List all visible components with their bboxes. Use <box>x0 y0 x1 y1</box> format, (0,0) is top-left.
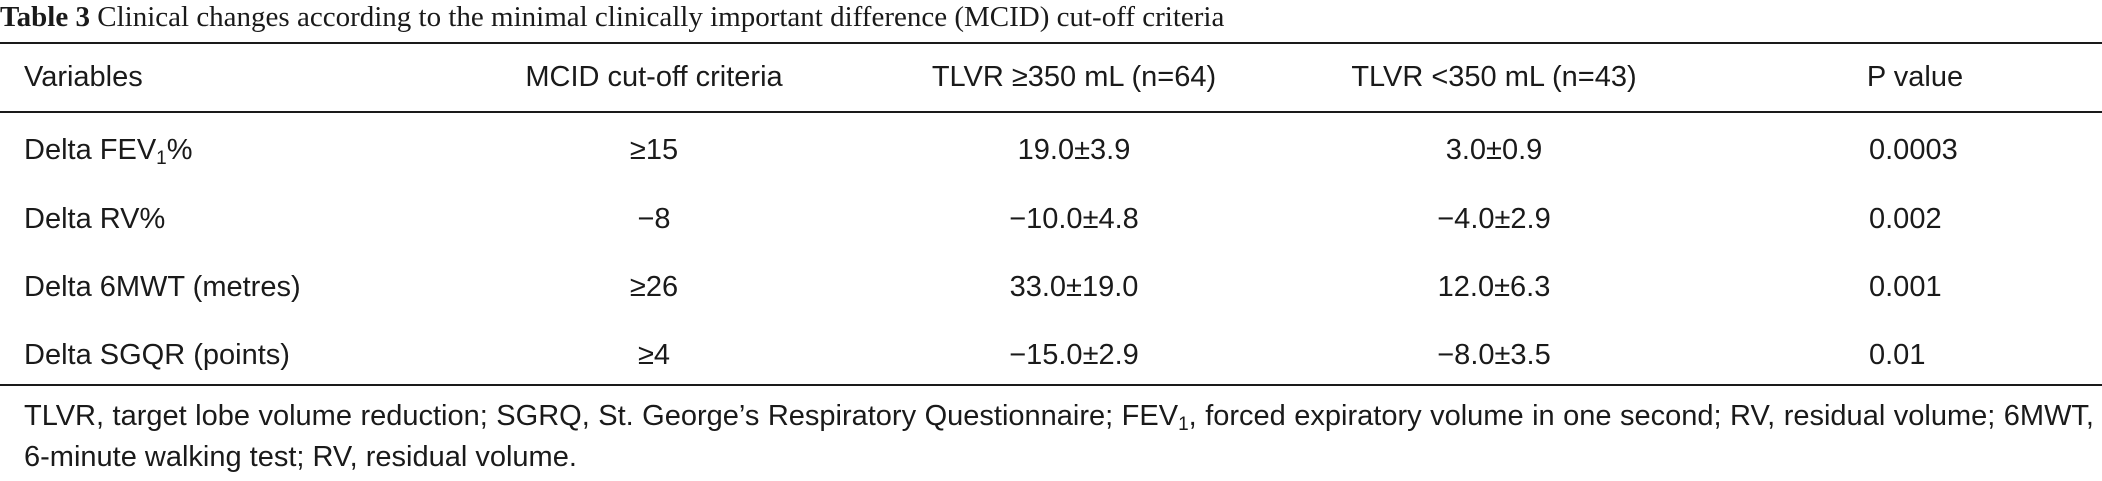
table-footnote: TLVR, target lobe volume reduction; SGRQ… <box>24 396 2094 478</box>
cell-tlvr-low: −4.0±2.9 <box>1437 202 1551 235</box>
column-header-p-value-label: P value <box>1866 61 1964 93</box>
footnote-part2: , forced expiratory volume in one second… <box>24 400 2094 473</box>
column-header-variables: Variables <box>24 61 143 93</box>
table-row: Delta FEV1% ≥15 19.0±3.9 3.0±0.9 0.0003 <box>0 111 2102 185</box>
cell-variable: Delta FEV1% <box>0 111 444 185</box>
table-row: Delta 6MWT (metres) ≥26 33.0±19.0 12.0±6… <box>0 253 2102 321</box>
data-table: Variables MCID cut-off criteria TLVR ≥35… <box>0 44 2102 389</box>
p-value-text: 0.0003 <box>1869 133 1958 166</box>
table-top-rule <box>0 42 2102 44</box>
p-value-text: 0.001 <box>1869 270 1942 303</box>
table-row: Delta RV% −8 −10.0±4.8 −4.0±2.9 0.002 <box>0 185 2102 253</box>
cell-variable: Delta RV% <box>24 202 166 235</box>
variable-prefix: Delta FEV <box>24 133 157 166</box>
cell-tlvr-high: 19.0±3.9 <box>1017 133 1131 166</box>
p-value-text: 0.01 <box>1869 338 1926 371</box>
variable-suffix: % <box>166 133 193 166</box>
p-value-text: 0.002 <box>1869 202 1942 235</box>
cell-p-value: 0.0003 <box>1704 111 2102 185</box>
table-caption: Table 3 Clinical changes according to th… <box>0 0 2102 40</box>
table-caption-label: Table 3 <box>0 1 90 33</box>
footnote-part1: TLVR, target lobe volume reduction; SGRQ… <box>24 400 1179 432</box>
table-row: Delta SGQR (points) ≥4 −15.0±2.9 −8.0±3.… <box>0 321 2102 389</box>
cell-mcid: ≥15 <box>629 133 679 166</box>
cell-p-value: 0.001 <box>1704 253 2102 321</box>
cell-mcid: ≥26 <box>629 270 679 303</box>
cell-tlvr-low: −8.0±3.5 <box>1437 338 1551 371</box>
column-header-tlvr-high: TLVR ≥350 mL (n=64) <box>931 61 1217 93</box>
table-caption-text: Clinical changes according to the minima… <box>97 1 1225 33</box>
cell-mcid: −8 <box>637 202 671 235</box>
cell-tlvr-low: 3.0±0.9 <box>1445 133 1543 166</box>
cell-tlvr-low: 12.0±6.3 <box>1437 270 1551 303</box>
table-bottom-rule <box>0 384 2102 386</box>
cell-tlvr-high: −15.0±2.9 <box>1009 338 1139 371</box>
cell-variable: Delta SGQR (points) <box>24 338 290 371</box>
cell-p-value: 0.01 <box>1704 321 2102 389</box>
column-header-mcid: MCID cut-off criteria <box>525 61 783 93</box>
cell-tlvr-high: 33.0±19.0 <box>1009 270 1139 303</box>
column-header-tlvr-low: TLVR <350 mL (n=43) <box>1351 61 1637 93</box>
cell-mcid: ≥4 <box>637 338 671 371</box>
cell-p-value: 0.002 <box>1704 185 2102 253</box>
footnote-subscript: 1 <box>1178 414 1189 435</box>
header-bottom-rule <box>0 111 2102 113</box>
column-header-p-value: P value <box>1704 44 2102 111</box>
variable-subscript: 1 <box>156 147 167 169</box>
cell-tlvr-high: −10.0±4.8 <box>1009 202 1139 235</box>
header-row: Variables MCID cut-off criteria TLVR ≥35… <box>0 44 2102 111</box>
cell-variable: Delta 6MWT (metres) <box>24 270 301 303</box>
